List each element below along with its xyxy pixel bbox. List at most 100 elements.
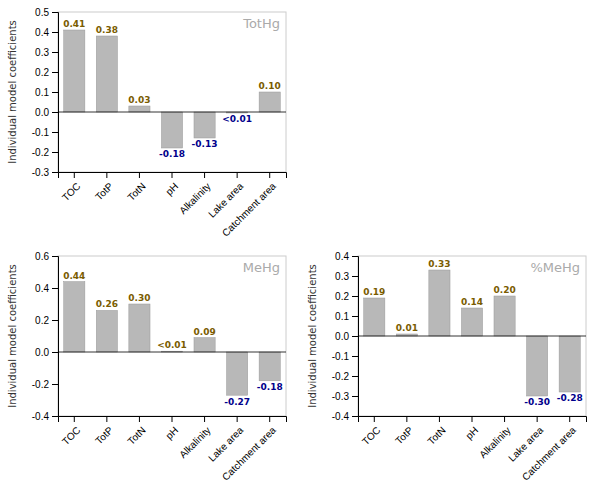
data-label: 0.30 [128, 293, 150, 303]
y-tick-label: -0.2 [32, 147, 50, 158]
y-tick: 0.3 [35, 47, 58, 58]
x-tick-mark [269, 416, 270, 422]
y-tick-mark [352, 336, 358, 337]
x-tick: TotN [125, 416, 147, 447]
y-tick: 0.4 [35, 27, 58, 38]
y-tick: -0.2 [332, 371, 358, 382]
y-tick: -0.2 [32, 147, 58, 158]
bar [96, 36, 117, 112]
data-labels: 0.190.010.330.140.20-0.30-0.28 [363, 259, 583, 407]
y-tick-mark [52, 92, 58, 93]
y-tick-label: 0.4 [35, 283, 49, 294]
bar [194, 112, 215, 138]
y-tick: 0.2 [335, 291, 358, 302]
bar [527, 336, 548, 396]
data-label: -0.30 [524, 397, 550, 407]
data-label: 0.44 [63, 271, 85, 281]
y-tick-label: 0.2 [35, 67, 49, 78]
y-tick-label: 0.2 [335, 291, 349, 302]
x-tick: pH [463, 416, 480, 441]
x-tick: TotN [125, 172, 147, 203]
y-tick: -0.1 [32, 127, 58, 138]
bar [194, 338, 215, 352]
y-tick-mark [352, 416, 358, 417]
bars [358, 270, 586, 396]
x-tick: pH [163, 172, 180, 197]
y-tick: -0.3 [32, 167, 58, 178]
x-tick-label: TotN [125, 180, 147, 202]
x-tick-label: pH [163, 180, 180, 197]
x-tick-mark [439, 416, 440, 422]
y-tick-mark [52, 352, 58, 353]
y-tick: 0.2 [35, 315, 58, 326]
y-axis: -0.4-0.20.00.20.40.6 [32, 251, 59, 422]
x-tick-mark [237, 416, 238, 422]
bar [559, 336, 580, 392]
y-tick-mark [52, 172, 58, 173]
data-label: <0.01 [222, 114, 252, 124]
bar [64, 30, 85, 112]
y-tick: -0.4 [332, 411, 358, 422]
x-tick: Catchment area [220, 416, 278, 483]
plot-frame [58, 256, 286, 416]
y-axis-line [52, 13, 59, 173]
panel: -0.4-0.20.00.20.40.6TOCTotPTotNpHAlkalin… [7, 251, 287, 483]
y-tick-mark [52, 152, 58, 153]
x-tick-label: TotP [93, 424, 115, 446]
y-tick-mark [52, 384, 58, 385]
panel: -0.4-0.3-0.2-0.10.00.10.20.30.4TOCTotPTo… [307, 251, 587, 483]
data-label: -0.18 [159, 149, 185, 159]
y-tick-mark [352, 296, 358, 297]
y-tick: 0.6 [35, 251, 58, 262]
bar [64, 282, 85, 352]
y-tick-label: -0.3 [332, 391, 350, 402]
y-tick: 0.3 [335, 271, 358, 282]
data-label: 0.33 [428, 259, 450, 269]
y-tick-mark [352, 376, 358, 377]
y-tick-mark [52, 416, 58, 417]
y-tick-label: -0.2 [32, 379, 50, 390]
x-tick-label: TOC [60, 180, 83, 203]
y-tick-mark [52, 320, 58, 321]
x-tick-mark [106, 416, 107, 422]
data-label: 0.14 [461, 297, 483, 307]
plot-frame [58, 12, 286, 172]
x-tick-label: TOC [60, 424, 83, 447]
panel-title: TotHg [242, 16, 280, 31]
x-axis-line [359, 417, 587, 423]
y-tick-label: 0.1 [35, 87, 49, 98]
x-tick-label: TotP [393, 424, 415, 446]
x-tick: TotP [393, 416, 415, 446]
plot-frame [358, 256, 586, 416]
y-tick-label: 0.1 [335, 311, 349, 322]
x-tick-label: pH [463, 424, 480, 441]
x-tick: TOC [60, 416, 83, 447]
zero-line [58, 112, 286, 113]
data-label: -0.18 [257, 382, 283, 392]
y-tick-mark [52, 256, 58, 257]
x-axis: TOCTotPTotNpHAlkalinityLake areaCatchmen… [359, 416, 587, 483]
x-tick-mark [74, 416, 75, 422]
bar [259, 92, 280, 112]
x-tick-mark [74, 172, 75, 178]
x-tick-mark [237, 172, 238, 178]
bar [494, 296, 515, 336]
y-tick-label: 0.4 [35, 27, 49, 38]
y-tick: -0.3 [332, 391, 358, 402]
y-tick-label: -0.4 [332, 411, 350, 422]
x-tick-mark [406, 416, 407, 422]
bar [227, 352, 248, 395]
y-tick-mark [52, 52, 58, 53]
x-tick-label: TOC [360, 424, 383, 447]
y-tick: 0.0 [35, 347, 58, 358]
y-axis-title: Individual model coefficients [307, 264, 318, 408]
y-axis: -0.3-0.2-0.10.00.10.20.30.40.5 [32, 7, 59, 178]
y-tick-mark [52, 132, 58, 133]
x-tick: TOC [360, 416, 383, 447]
x-tick-mark [269, 172, 270, 178]
x-tick-mark [504, 416, 505, 422]
x-tick-label: Catchment area [520, 424, 578, 482]
y-tick-mark [52, 288, 58, 289]
data-label: 0.19 [363, 287, 385, 297]
x-tick-mark [472, 416, 473, 422]
